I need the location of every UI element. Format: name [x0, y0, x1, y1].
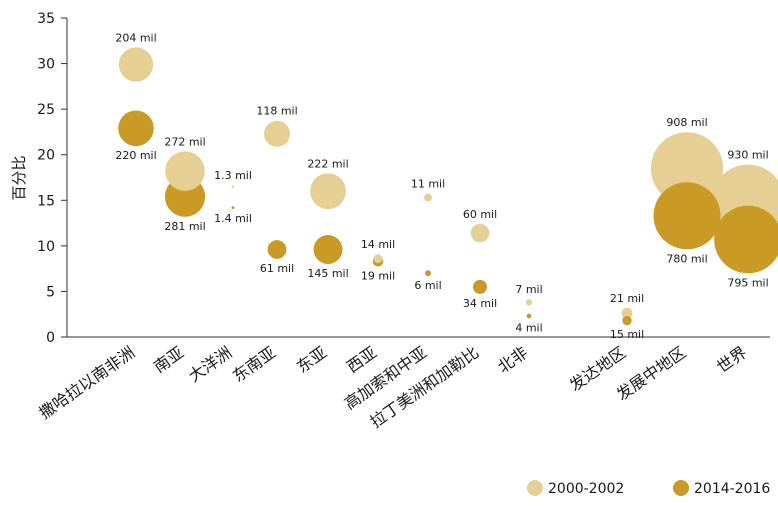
- bubble-value-label: 34 mil: [463, 297, 497, 310]
- bubble-value-label: 6 mil: [414, 279, 441, 292]
- bubble-value-label: 11 mil: [411, 178, 445, 191]
- category-label: 西亚: [343, 343, 380, 377]
- bubble-late: [473, 279, 487, 294]
- bubble-value-label: 15 mil: [610, 328, 644, 341]
- bubble-early: [470, 223, 490, 243]
- bubble-early: [424, 193, 432, 202]
- bubble-early: [525, 299, 533, 306]
- bubble-value-label: 14 mil: [361, 238, 395, 251]
- bubble-value-label: 222 mil: [307, 157, 348, 170]
- bubble-value-label: 930 mil: [727, 149, 768, 162]
- bubble-early: [310, 173, 346, 210]
- legend-label: 2000-2002: [548, 481, 624, 497]
- category-label: 东亚: [293, 343, 330, 377]
- bubble-labels-layer: 204 mil 272 mil 1.3 mil 118 mil 222 mil 14 mi…: [115, 31, 768, 341]
- y-tick-label: 30: [37, 57, 55, 73]
- bubble-late: [425, 270, 431, 277]
- category-label: 东南亚: [229, 343, 279, 386]
- bubble-value-label: 204 mil: [115, 31, 156, 44]
- bubble-early: [373, 254, 383, 264]
- y-tick-label: 20: [37, 148, 55, 164]
- y-tick-label: 0: [46, 330, 55, 346]
- y-tick-label: 35: [37, 11, 55, 27]
- bubble-value-label: 60 mil: [463, 208, 497, 221]
- category-label: 大洋洲: [185, 343, 235, 386]
- bubble-value-label: 7 mil: [515, 283, 542, 296]
- bubble-late: [118, 110, 154, 147]
- bubble-value-label: 795 mil: [727, 276, 768, 289]
- y-tick-label: 10: [37, 239, 55, 255]
- legend-marker-late: [673, 480, 689, 496]
- category-label: 北非: [494, 343, 531, 377]
- y-tick-label: 15: [37, 193, 55, 209]
- axes-layer: 0 5 10 15 20 25 30 35 百分比: [10, 11, 770, 346]
- bubble-value-label: 145 mil: [307, 267, 348, 280]
- bubble-value-label: 272 mil: [164, 135, 205, 148]
- category-label: 南亚: [150, 343, 187, 377]
- bubble-value-label: 61 mil: [260, 262, 294, 275]
- legend-label: 2014-2016: [694, 481, 770, 497]
- bubble-value-label: 1.3 mil: [214, 169, 252, 182]
- y-tick-label: 25: [37, 102, 55, 118]
- bubble-late: [313, 235, 343, 264]
- bubble-early: [118, 47, 154, 82]
- bubble-late: [714, 205, 778, 274]
- bubble-late: [622, 315, 632, 326]
- bubble-early: [621, 307, 633, 319]
- bubble-late: [653, 182, 721, 250]
- bubble-late: [526, 313, 532, 319]
- bubble-early: [231, 185, 235, 188]
- bubbles-layer: [118, 47, 778, 326]
- y-tick-label: 5: [46, 284, 55, 300]
- legend-marker-early: [527, 480, 543, 496]
- bubble-value-label: 908 mil: [666, 116, 707, 129]
- bubble-value-label: 21 mil: [610, 292, 644, 305]
- bubble-late: [267, 240, 287, 259]
- bubble-early: [263, 120, 291, 147]
- bubble-early: [165, 151, 205, 191]
- category-label: 撒哈拉以南非洲: [36, 343, 139, 423]
- category-label: 世界: [713, 343, 750, 377]
- bubble-value-label: 220 mil: [115, 149, 156, 162]
- bubble-value-label: 281 mil: [164, 220, 205, 233]
- bubble-value-label: 4 mil: [515, 321, 542, 334]
- bubble-late: [231, 206, 235, 209]
- bubble-value-label: 118 mil: [256, 105, 297, 118]
- bubble-value-label: 1.4 mil: [214, 212, 252, 225]
- bubble-value-label: 780 mil: [666, 252, 707, 265]
- legend: 2000-2002 2014-2016: [527, 480, 770, 497]
- bubble-value-label: 19 mil: [361, 270, 395, 283]
- y-axis-title: 百分比: [10, 155, 28, 200]
- bubble-early: [650, 132, 724, 205]
